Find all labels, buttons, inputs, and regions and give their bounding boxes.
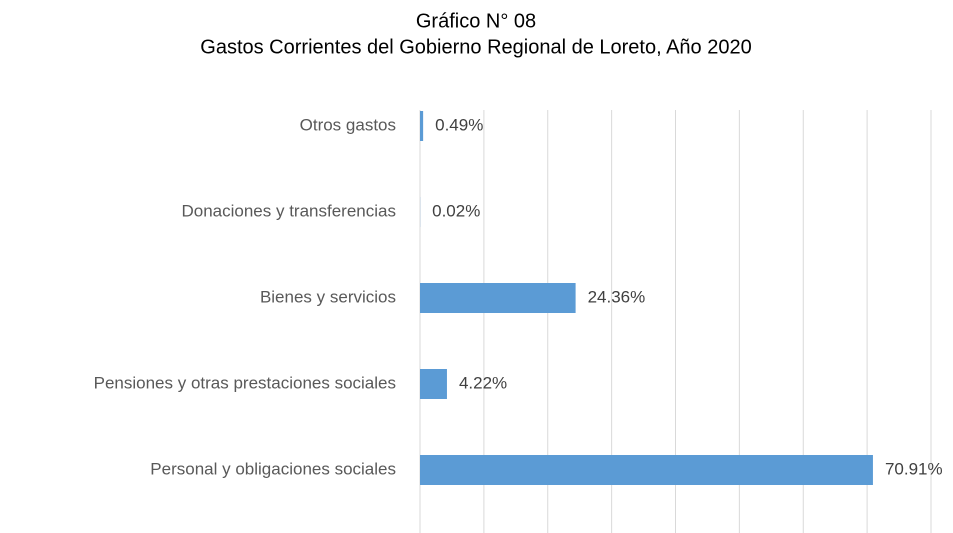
bar <box>420 455 873 485</box>
data-label: 24.36% <box>588 287 646 306</box>
bar <box>420 111 424 141</box>
y-tick-label: Donaciones y transferencias <box>181 201 396 220</box>
bar <box>420 283 576 313</box>
chart-title: Gráfico N° 08 <box>416 10 536 32</box>
chart-subtitle: Gastos Corrientes del Gobierno Regional … <box>200 36 751 58</box>
y-tick-label: Otros gastos <box>300 115 396 134</box>
data-label: 70.91% <box>885 459 943 478</box>
y-tick-label: Bienes y servicios <box>260 287 396 306</box>
y-tick-label: Pensiones y otras prestaciones sociales <box>94 373 396 392</box>
bar <box>420 369 447 399</box>
data-label: 0.49% <box>435 115 483 134</box>
data-label: 0.02% <box>432 201 480 220</box>
data-label: 4.22% <box>459 373 507 392</box>
y-tick-label: Personal y obligaciones sociales <box>150 459 396 478</box>
